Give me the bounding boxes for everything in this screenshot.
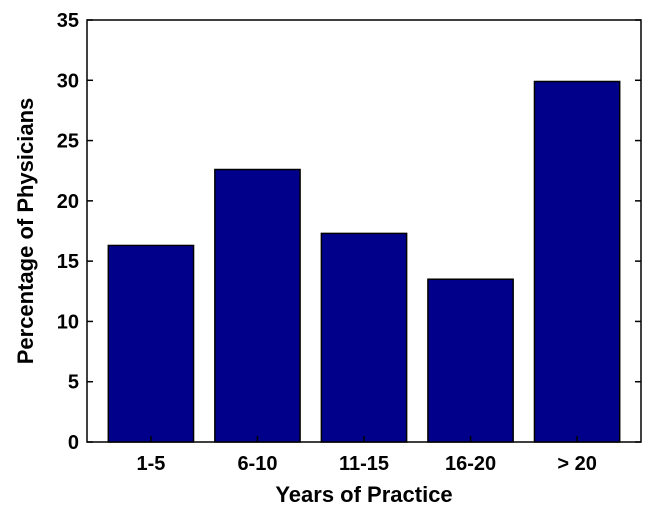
- bar-1: [107, 244, 195, 443]
- x-axis-label: Years of Practice: [275, 482, 452, 506]
- x-tick-label: 6-10: [237, 453, 277, 475]
- x-tick-label: 16-20: [445, 453, 496, 475]
- y-tick-label: 20: [57, 191, 79, 213]
- y-axis-ticks: 0 5 10 15 20 25 30 35: [57, 10, 641, 454]
- y-tick-label: 10: [57, 311, 79, 333]
- y-tick-label: 15: [57, 251, 79, 273]
- y-tick-label: 30: [57, 70, 79, 92]
- y-axis-label: Percentage of Physicians: [13, 98, 38, 365]
- x-axis-ticks: 1-5 6-10 11-15 16-20 > 20: [136, 436, 597, 475]
- bar-3: [320, 232, 408, 443]
- x-tick-label: > 20: [557, 453, 596, 475]
- bar-2: [214, 168, 301, 443]
- x-tick-label: 1-5: [136, 453, 165, 475]
- bar-5: [533, 80, 621, 443]
- y-tick-label: 5: [68, 372, 79, 394]
- y-tick-label: 0: [68, 432, 79, 454]
- x-tick-label: 11-15: [339, 453, 389, 475]
- y-tick-label: 35: [57, 10, 79, 32]
- bar-4: [427, 278, 514, 443]
- y-tick-label: 25: [57, 131, 79, 153]
- bars-group: [107, 80, 621, 443]
